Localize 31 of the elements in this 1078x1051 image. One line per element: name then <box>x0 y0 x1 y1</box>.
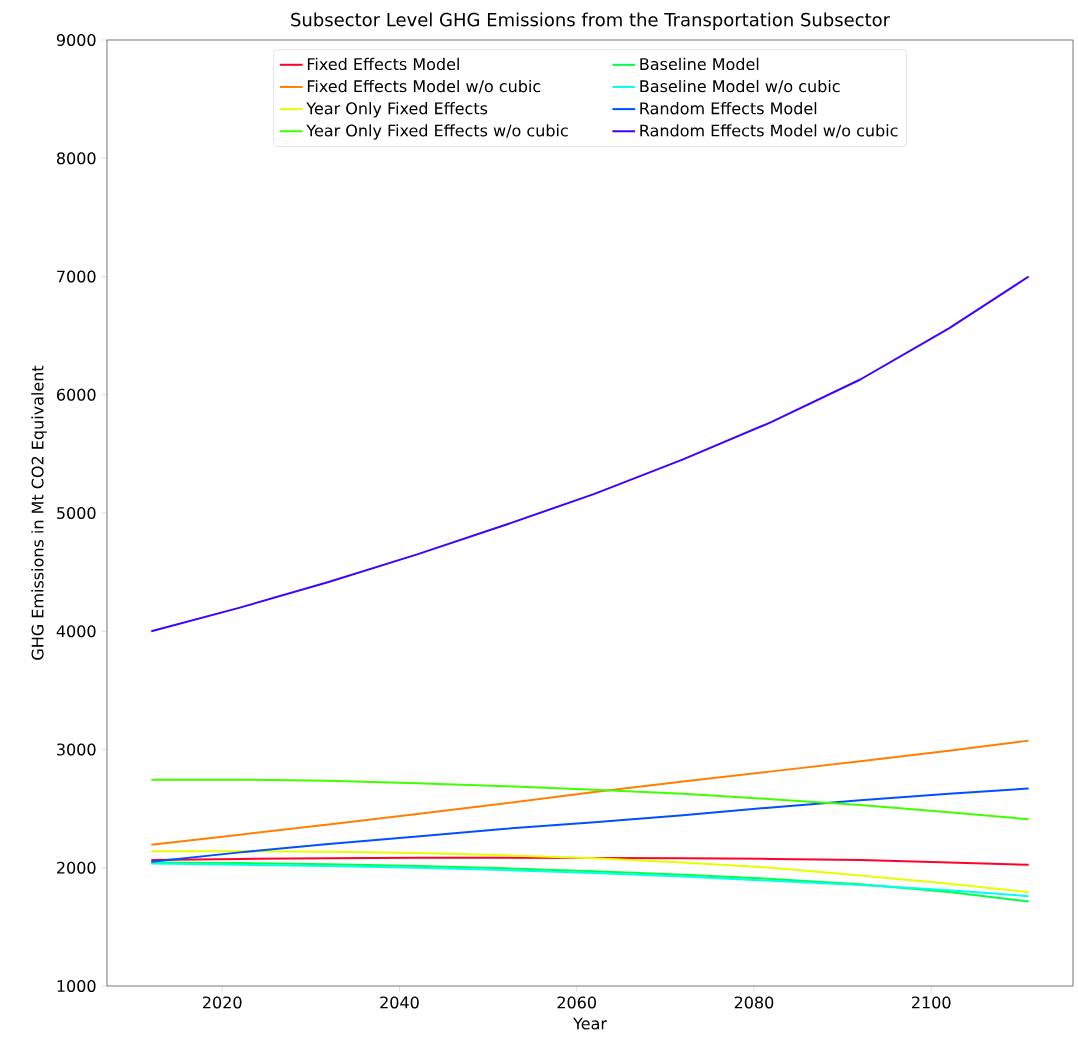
y-tick-label: 2000 <box>57 861 96 874</box>
line-series <box>150 778 1030 821</box>
legend-label: Year Only Fixed Effects w/o cubic <box>306 124 568 140</box>
legend-label: Random Effects Model w/o cubic <box>640 124 898 138</box>
x-axis-title: Year <box>573 1017 607 1030</box>
x-tick-label: 2080 <box>734 996 774 1009</box>
legend-label: Random Effects Model <box>640 102 817 115</box>
x-tick-label: 2040 <box>380 996 419 1009</box>
legend-label: Fixed Effects Model w/o cubic <box>307 79 541 94</box>
line-series <box>150 275 1030 633</box>
line-series <box>150 787 1030 863</box>
y-tick-label: 6000 <box>56 388 96 401</box>
legend-label: Baseline Model w/o cubic <box>640 79 840 94</box>
line-series <box>150 850 1030 893</box>
legend-label: Year Only Fixed Effects <box>306 102 488 118</box>
legend-label: Fixed Effects Model <box>307 57 459 71</box>
x-tick-label: 2060 <box>557 996 596 1009</box>
line-series <box>150 739 1030 846</box>
legend-label: Baseline Model <box>640 57 759 71</box>
line-series <box>150 856 1030 866</box>
y-tick-label: 8000 <box>56 152 96 165</box>
y-axis-title: GHG Emissions in Mt CO2 Equivalent <box>31 365 47 660</box>
x-tick-label: 2020 <box>203 996 242 1009</box>
x-tick-label: 2100 <box>912 996 951 1009</box>
y-tick-label: 7000 <box>57 270 96 283</box>
y-tick-label: 1000 <box>57 979 96 993</box>
chart-title: Subsector Level GHG Emissions from the Transportation Subsector <box>291 12 891 30</box>
y-tick-label: 4000 <box>56 625 96 638</box>
y-tick-label: 5000 <box>57 506 96 520</box>
y-tick-label: 9000 <box>56 33 96 47</box>
y-tick-label: 3000 <box>57 743 96 756</box>
